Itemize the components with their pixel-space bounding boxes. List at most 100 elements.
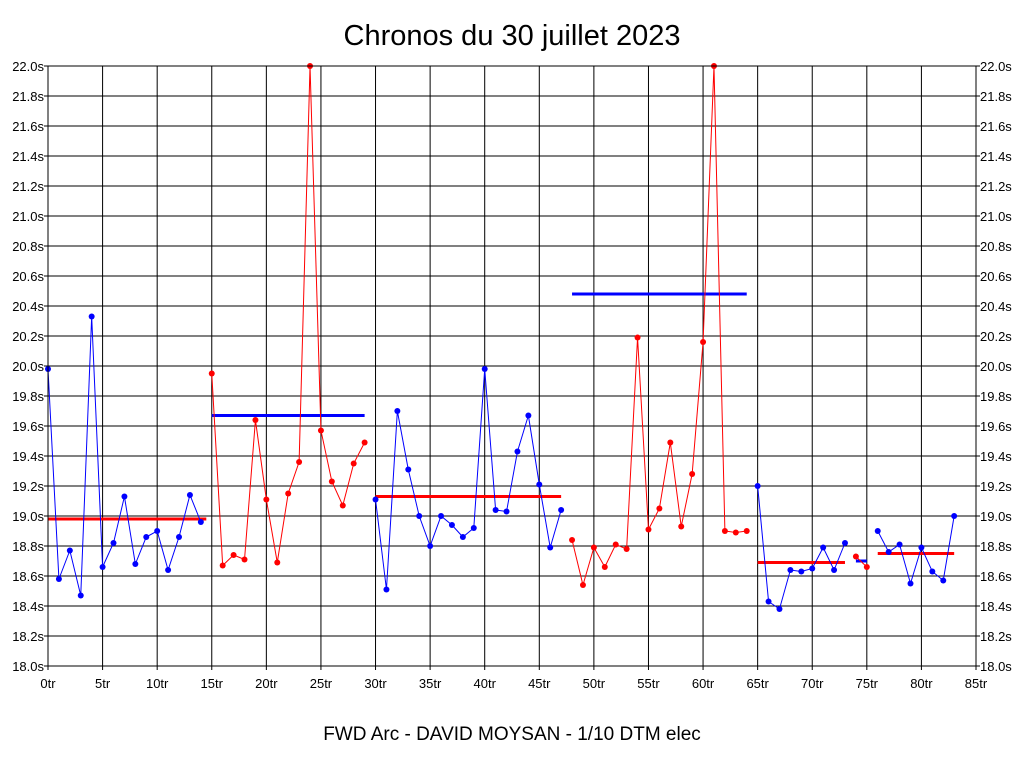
data-point: [700, 339, 707, 345]
data-point: [601, 564, 608, 570]
y-tick-label-left: 20.4s: [12, 299, 44, 314]
x-tick-label: 0tr: [40, 676, 56, 691]
data-point: [525, 412, 532, 419]
data-point: [569, 537, 576, 543]
y-tick-label-right: 20.6s: [980, 269, 1012, 284]
y-tick-label-left: 21.0s: [12, 209, 44, 224]
y-tick-label-left: 19.6s: [12, 419, 44, 434]
y-tick-label-left: 20.6s: [12, 269, 44, 284]
data-point: [55, 576, 62, 582]
data-point: [328, 478, 335, 485]
series: [45, 63, 958, 612]
data-point: [634, 334, 641, 341]
data-point: [132, 561, 139, 567]
data-point: [951, 513, 958, 519]
data-point: [459, 534, 466, 540]
data-point: [863, 564, 870, 570]
y-tick-label-left: 19.4s: [12, 449, 44, 464]
x-tick-label: 40tr: [474, 676, 497, 691]
data-point: [350, 460, 357, 467]
data-point: [885, 549, 892, 555]
y-tick-label-left: 21.4s: [12, 149, 44, 164]
data-point: [448, 522, 455, 528]
data-point: [721, 528, 728, 534]
chart-footer: FWD Arc - DAVID MOYSAN - 1/10 DTM elec: [323, 724, 701, 745]
y-tick-label-right: 21.2s: [980, 179, 1012, 194]
x-tick-label: 10tr: [146, 676, 169, 691]
data-point: [405, 466, 412, 473]
data-point: [896, 541, 903, 548]
data-point: [536, 481, 543, 488]
data-point: [143, 534, 150, 540]
x-tick-label: 45tr: [528, 676, 551, 691]
x-tick-label: 15tr: [201, 676, 224, 691]
data-point: [416, 513, 423, 519]
y-tick-label-right: 21.8s: [980, 89, 1012, 104]
data-point: [841, 540, 848, 546]
data-point: [514, 448, 521, 455]
x-tick-label: 5tr: [95, 676, 111, 691]
data-point: [176, 534, 183, 540]
y-tick-label-left: 18.0s: [12, 659, 44, 674]
y-tick-label-right: 18.4s: [980, 599, 1012, 614]
x-tick-label: 35tr: [419, 676, 442, 691]
y-tick-label-right: 19.6s: [980, 419, 1012, 434]
data-point: [809, 565, 816, 572]
data-point: [88, 313, 95, 320]
x-tick-label: 55tr: [637, 676, 660, 691]
grid: [44, 65, 980, 670]
data-point: [831, 567, 838, 573]
y-tick-label-left: 18.4s: [12, 599, 44, 614]
data-point: [317, 427, 324, 434]
series-line: [757, 485, 846, 610]
y-tick-label-left: 20.8s: [12, 239, 44, 254]
data-point: [197, 519, 204, 525]
data-point: [99, 564, 106, 570]
data-point: [776, 606, 783, 612]
data-point: [940, 577, 947, 584]
y-tick-label-right: 19.2s: [980, 479, 1012, 494]
y-tick-label-right: 19.0s: [980, 509, 1012, 524]
y-tick-label-right: 20.4s: [980, 299, 1012, 314]
x-tick-label: 70tr: [801, 676, 824, 691]
y-tick-label-left: 20.2s: [12, 329, 44, 344]
data-point: [110, 540, 117, 546]
y-tick-label-left: 22.0s: [12, 59, 44, 74]
x-tick-label: 75tr: [856, 676, 879, 691]
x-tick-label: 30tr: [364, 676, 387, 691]
x-tick-label: 65tr: [746, 676, 769, 691]
x-tick-label: 50tr: [583, 676, 606, 691]
data-point: [558, 507, 565, 513]
data-point: [230, 552, 237, 558]
data-point: [372, 496, 379, 503]
y-tick-label-left: 19.0s: [12, 509, 44, 524]
data-point: [274, 559, 281, 566]
data-point: [623, 546, 630, 552]
y-tick-label-right: 18.6s: [980, 569, 1012, 584]
data-point: [77, 592, 84, 599]
data-point: [383, 586, 390, 593]
data-point: [66, 547, 73, 554]
y-tick-label-left: 19.2s: [12, 479, 44, 494]
series-line: [375, 368, 562, 590]
y-tick-label-right: 20.8s: [980, 239, 1012, 254]
tick-labels: 18.0s 18.0s 18.2s 18.2s 18.4s 18.4s 18.6s 18.6s…: [12, 59, 1012, 691]
y-tick-label-right: 18.2s: [980, 629, 1012, 644]
x-tick-label: 25tr: [310, 676, 333, 691]
data-point: [612, 541, 619, 548]
data-point: [798, 568, 805, 575]
data-point: [121, 493, 128, 500]
data-point: [492, 507, 499, 513]
data-point: [907, 580, 914, 587]
data-point: [667, 439, 674, 446]
x-tick-label: 60tr: [692, 676, 715, 691]
data-point: [165, 567, 172, 573]
data-point: [339, 502, 346, 509]
data-point: [765, 598, 772, 605]
data-point: [296, 459, 303, 465]
y-tick-label-right: 18.8s: [980, 539, 1012, 554]
y-tick-label-right: 21.0s: [980, 209, 1012, 224]
data-point: [656, 505, 663, 512]
y-tick-label-left: 21.6s: [12, 119, 44, 134]
